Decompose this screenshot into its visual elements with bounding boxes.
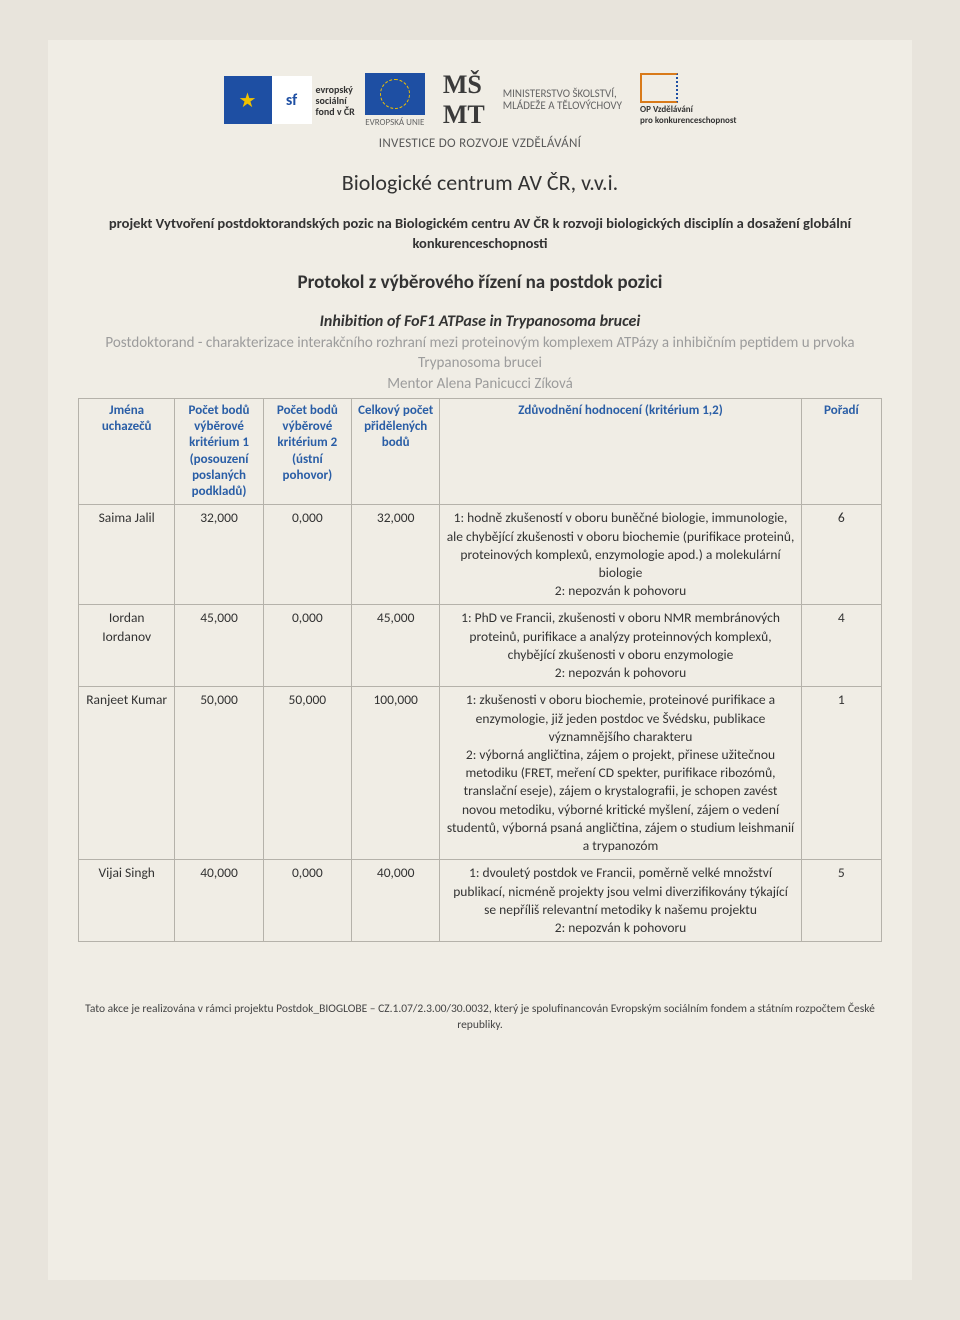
esf-logo: sf evropský sociální fond v ČR [224,76,355,124]
eu-flag-icon [365,73,425,115]
page-title: Biologické centrum AV ČR, v.v.i. [78,169,882,196]
cell-total: 100,000 [352,687,440,860]
project-description: projekt Vytvoření postdoktorandských poz… [78,214,882,253]
cell-name: Iordan Iordanov [79,605,175,687]
protocol-heading: Protokol z výběrového řízení na postdok … [78,271,882,294]
cell-rank: 6 [801,505,881,605]
cell-name: Vijai Singh [79,860,175,942]
cell-rank: 4 [801,605,881,687]
cell-rank: 5 [801,860,881,942]
op-block: OP Vzdělávání pro konkurenceschopnost [640,73,736,127]
esf-star-icon [224,76,272,124]
th-name: Jména uchazečů [79,398,175,505]
esf-sf-icon: sf [272,76,312,124]
cell-crit1: 50,000 [175,687,263,860]
footer-text: Tato akce je realizována v rámci projekt… [78,1002,882,1033]
cell-total: 40,000 [352,860,440,942]
cell-name: Ranjeet Kumar [79,687,175,860]
th-crit2: Počet bodů výběrové kritérium 2 (ústní p… [263,398,351,505]
msmt-line2: MLÁDEŽE A TĚLOVÝCHOVY [503,100,622,112]
cell-justification: 1: PhD ve Francii, zkušenosti v oboru NM… [440,605,801,687]
invest-caption: INVESTICE DO ROZVOJE VZDĚLÁVÁNÍ [78,136,882,151]
table-row: Iordan Iordanov45,0000,00045,0001: PhD v… [79,605,882,687]
esf-caption: evropský sociální fond v ČR [316,84,355,117]
th-justification: Zdůvodnění hodnocení (kritérium 1,2) [440,398,801,505]
esf-line3: fond v ČR [316,106,355,117]
esf-line1: evropský [316,84,355,95]
mentor-line: Mentor Alena Panicucci Zíková [78,374,882,394]
table-row: Vijai Singh40,0000,00040,0001: dvouletý … [79,860,882,942]
eu-logo-block: EVROPSKÁ UNIE [365,73,425,128]
msmt-block: MŠMT [443,70,485,130]
cell-crit2: 0,000 [263,505,351,605]
table-header-row: Jména uchazečů Počet bodů výběrové krité… [79,398,882,505]
cell-crit1: 45,000 [175,605,263,687]
th-crit1: Počet bodů výběrové kritérium 1 (posouze… [175,398,263,505]
cell-crit1: 32,000 [175,505,263,605]
cell-crit2: 0,000 [263,605,351,687]
cell-total: 45,000 [352,605,440,687]
eu-caption: EVROPSKÁ UNIE [365,117,425,128]
logo-row: sf evropský sociální fond v ČR EVROPSKÁ … [78,70,882,130]
cell-total: 32,000 [352,505,440,605]
cell-crit2: 0,000 [263,860,351,942]
op-frame-icon [640,73,678,103]
op-line2: pro konkurenceschopnost [640,116,736,127]
project-title-cz: Postdoktorand - charakterizace interakčn… [78,333,882,374]
cell-rank: 1 [801,687,881,860]
candidates-table: Jména uchazečů Počet bodů výběrové krité… [78,398,882,942]
th-rank: Pořadí [801,398,881,505]
project-title-en: Inhibition of FoF1 ATPase in Trypanosoma… [78,312,882,331]
table-row: Ranjeet Kumar50,00050,000100,0001: zkuše… [79,687,882,860]
th-total: Celkový počet přidělených bodů [352,398,440,505]
cell-justification: 1: zkušenosti v oboru biochemie, protein… [440,687,801,860]
cell-name: Saima Jalil [79,505,175,605]
cell-crit2: 50,000 [263,687,351,860]
cell-justification: 1: dvouletý postdok ve Francii, poměrně … [440,860,801,942]
msmt-logo-icon: MŠMT [443,70,485,130]
esf-line2: sociální [316,95,355,106]
cell-justification: 1: hodně zkušeností v oboru buněčné biol… [440,505,801,605]
page: sf evropský sociální fond v ČR EVROPSKÁ … [48,40,912,1280]
table-row: Saima Jalil32,0000,00032,0001: hodně zku… [79,505,882,605]
msmt-caption: MINISTERSTVO ŠKOLSTVÍ, MLÁDEŽE A TĚLOVÝC… [503,88,622,112]
cell-crit1: 40,000 [175,860,263,942]
